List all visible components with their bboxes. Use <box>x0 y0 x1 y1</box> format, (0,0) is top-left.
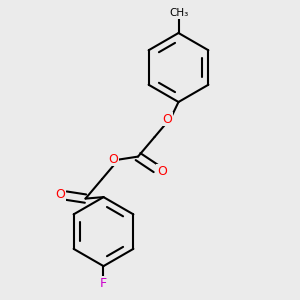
Text: O: O <box>157 165 167 178</box>
Text: O: O <box>108 152 118 166</box>
Text: CH₃: CH₃ <box>169 8 188 19</box>
Text: O: O <box>55 188 65 201</box>
Text: O: O <box>163 112 172 126</box>
Text: F: F <box>100 277 107 290</box>
